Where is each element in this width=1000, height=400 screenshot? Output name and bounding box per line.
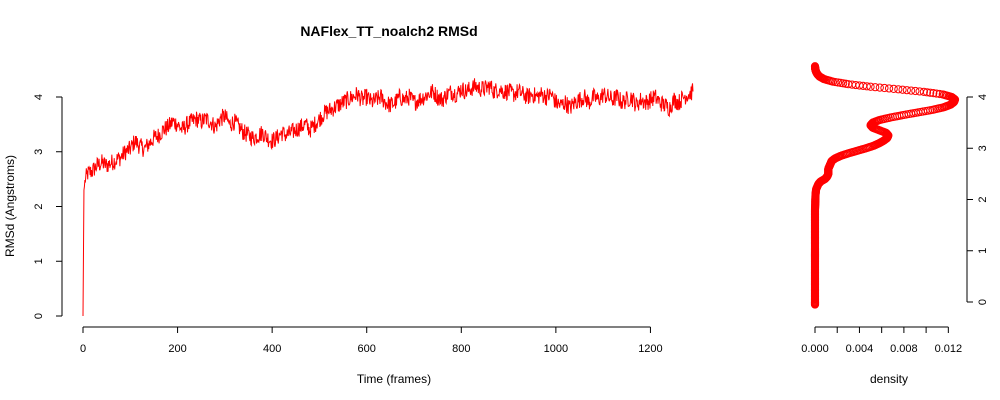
x-tick-label: 1000 — [544, 343, 568, 355]
density-x-axis-label: density — [870, 372, 908, 386]
density-point — [839, 79, 848, 88]
density-point — [902, 86, 911, 95]
y-tick-label: 0 — [33, 313, 45, 319]
density-point — [938, 90, 947, 99]
x-tick-label: 400 — [263, 343, 281, 355]
density-point — [915, 87, 924, 96]
density-y-tick-label: 0 — [977, 299, 989, 305]
density-y-tick-label: 1 — [977, 248, 989, 254]
x-tick-label: 600 — [358, 343, 376, 355]
density-y-tick-label: 4 — [977, 94, 989, 100]
density-point — [929, 89, 938, 98]
density-point — [880, 83, 889, 93]
density-x-tick-label: 0.004 — [846, 343, 874, 355]
density-point — [871, 83, 880, 92]
density-points — [810, 62, 960, 309]
density-point — [935, 89, 944, 99]
x-tick-label: 0 — [80, 343, 86, 355]
density-point — [911, 86, 920, 96]
density-point — [847, 80, 857, 89]
density-x-tick-label: 0.008 — [890, 343, 918, 355]
x-axis-label: Time (frames) — [357, 372, 431, 386]
density-point — [875, 83, 884, 92]
density-point — [894, 85, 903, 94]
density-axes: 0.000 0.004 0.008 0.012 0 1 2 3 4 — [801, 94, 989, 355]
y-tick-label: 2 — [33, 203, 45, 209]
x-tick-label: 1200 — [638, 343, 662, 355]
x-tick-label: 200 — [168, 343, 186, 355]
x-tick-label: 800 — [452, 343, 470, 355]
density-x-tick-label: 0.012 — [935, 343, 963, 355]
density-point — [884, 84, 894, 93]
density-point — [926, 88, 935, 97]
density-point — [898, 85, 907, 94]
density-y-tick-label: 2 — [977, 196, 989, 202]
y-tick-label: 3 — [33, 149, 45, 155]
y-axis-label: RMSd (Angstroms) — [3, 155, 17, 257]
density-point — [889, 84, 898, 93]
rmsd-line — [82, 78, 694, 317]
main-axes: 0 200 400 600 800 1000 1200 0 1 2 3 4 — [33, 94, 663, 355]
density-y-tick-label: 3 — [977, 145, 989, 151]
density-point — [907, 86, 916, 95]
density-point — [919, 87, 928, 96]
y-tick-label: 1 — [33, 258, 45, 264]
chart-title: NAFlex_TT_noalch2 RMSd — [300, 23, 477, 39]
density-point — [810, 62, 820, 71]
density-x-tick-label: 0.000 — [801, 343, 829, 355]
y-tick-label: 4 — [33, 94, 45, 100]
rmsd-series — [82, 78, 694, 317]
density-point — [932, 89, 941, 98]
